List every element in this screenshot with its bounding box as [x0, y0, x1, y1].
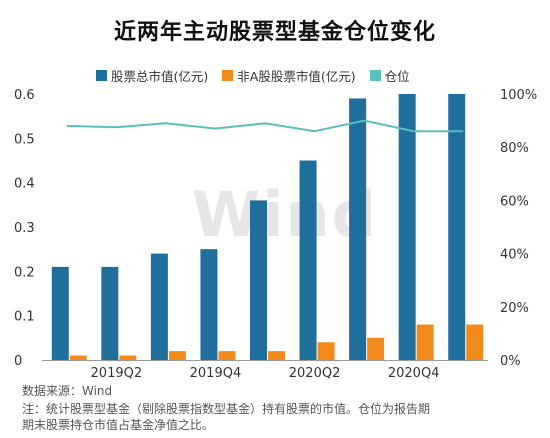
- x-tick-label: 2019Q2: [91, 366, 143, 381]
- bar-stock-value: [250, 200, 267, 360]
- bar-stock-value: [299, 160, 317, 360]
- legend-label-stock-value: 股票总市值(亿元): [111, 68, 209, 84]
- chart-title: 近两年主动股票型基金仓位变化: [113, 20, 436, 45]
- y-left-tick-label: 0.6: [14, 88, 35, 103]
- y-left-tick-label: 0.4: [14, 177, 35, 192]
- y-left-tick-label: 0.1: [14, 310, 35, 325]
- bar-non-a-share: [466, 324, 484, 360]
- y-right-tick-label: 0%: [500, 354, 521, 369]
- bar-stock-value: [51, 266, 69, 360]
- legend-item-position: 仓位: [369, 66, 410, 85]
- y-right-tick-label: 40%: [500, 248, 529, 263]
- legend: 股票总市值(亿元) 非A股股票市值(亿元) 仓位: [96, 66, 424, 84]
- legend-swatch-non-a-share: [222, 69, 234, 81]
- y-left-tick-label: 0.2: [14, 265, 35, 280]
- y-left-tick-label: 0.5: [14, 132, 35, 147]
- footnote-line-2: 期末股票持仓市值占基金净值之比。: [22, 418, 215, 432]
- y-right-tick-label: 20%: [500, 301, 529, 316]
- bar-non-a-share: [317, 342, 335, 360]
- bar-non-a-share: [268, 351, 285, 360]
- y-left-tick-label: 0: [14, 354, 22, 369]
- x-tick-label: 2020Q2: [289, 366, 341, 381]
- line-position: [66, 119, 464, 133]
- bar-stock-value: [448, 94, 466, 360]
- bar-non-a-share: [367, 337, 385, 360]
- y-right-tick-label: 100%: [500, 88, 537, 103]
- y-left-tick-label: 0.3: [14, 221, 35, 236]
- legend-label-position: 仓位: [384, 68, 410, 84]
- y-right-tick-label: 80%: [500, 141, 529, 156]
- y-right-tick-label: 60%: [500, 194, 529, 209]
- bar-stock-value: [349, 98, 367, 360]
- bar-non-a-share: [218, 351, 236, 360]
- bar-non-a-share: [69, 355, 87, 360]
- bar-stock-value: [101, 266, 119, 360]
- bar-non-a-share: [119, 355, 137, 360]
- x-tick-label: 2020Q4: [388, 366, 440, 381]
- source-note: 数据来源：Wind: [22, 384, 113, 398]
- legend-swatch-stock-value: [96, 69, 107, 81]
- bar-stock-value: [398, 94, 416, 360]
- watermark-logo: Wind: [191, 178, 379, 251]
- legend-item-non-a-share: 非A股股票市值(亿元): [222, 66, 356, 85]
- bar-stock-value: [200, 249, 218, 360]
- footnote-line-1: 注：统计股票型基金（剔除股票指数型基金）持有股票的市值。仓位为报告期: [22, 402, 431, 416]
- bar-stock-value: [150, 253, 168, 360]
- legend-item-stock-value: 股票总市值(亿元): [96, 66, 208, 85]
- legend-swatch-position: [369, 69, 381, 81]
- legend-label-non-a-share: 非A股股票市值(亿元): [237, 68, 356, 84]
- bar-non-a-share: [168, 351, 186, 360]
- x-tick-label: 2019Q4: [190, 366, 242, 381]
- bar-non-a-share: [416, 324, 434, 360]
